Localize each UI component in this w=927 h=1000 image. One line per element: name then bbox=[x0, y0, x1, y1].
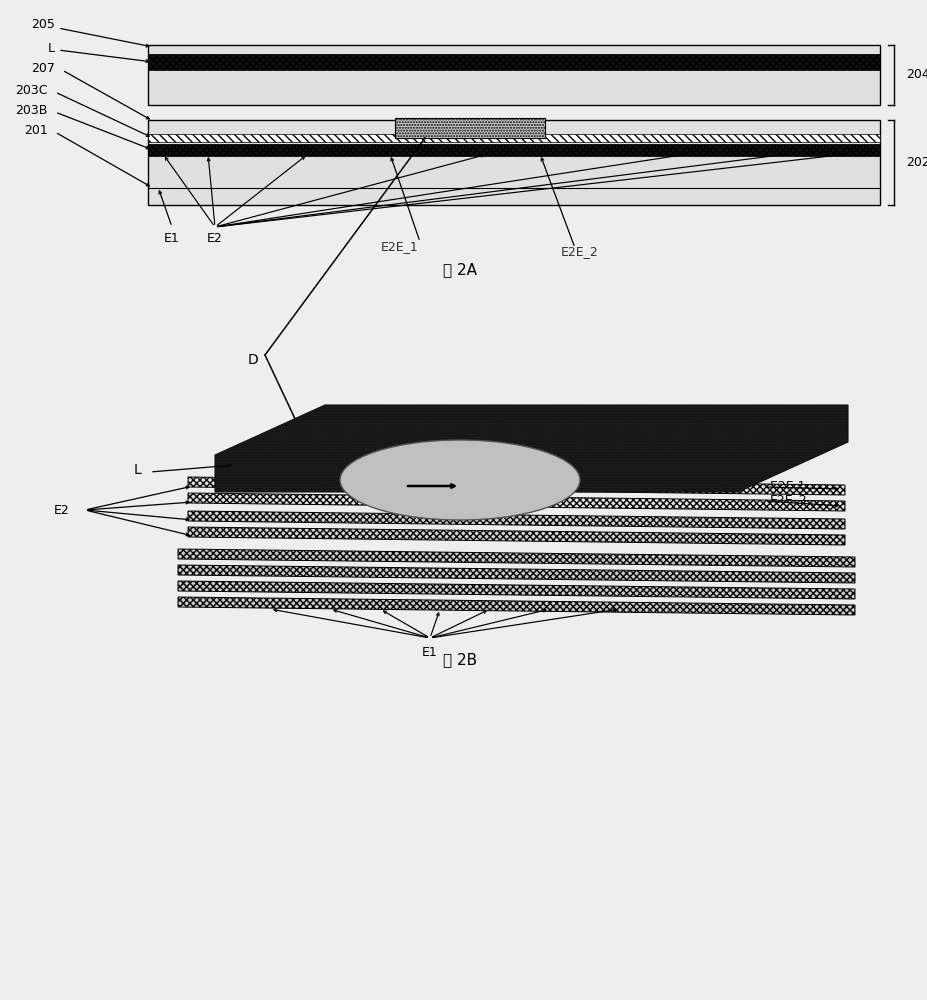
Text: +: + bbox=[383, 485, 393, 495]
Text: E2: E2 bbox=[207, 232, 222, 245]
Text: -: - bbox=[476, 487, 480, 497]
Text: 204: 204 bbox=[906, 68, 927, 82]
Text: 201: 201 bbox=[24, 123, 48, 136]
Text: 图 2B: 图 2B bbox=[443, 652, 477, 668]
Text: 205: 205 bbox=[32, 18, 55, 31]
Polygon shape bbox=[188, 493, 845, 511]
Polygon shape bbox=[178, 581, 855, 599]
Bar bbox=[148, 144, 880, 156]
Text: E2E_2: E2E_2 bbox=[561, 245, 599, 258]
Polygon shape bbox=[178, 597, 855, 615]
Text: -: - bbox=[466, 463, 470, 473]
Text: +: + bbox=[490, 471, 500, 481]
Bar bbox=[148, 120, 880, 205]
Text: E2E_2: E2E_2 bbox=[770, 493, 807, 506]
Text: -: - bbox=[386, 475, 390, 485]
Ellipse shape bbox=[340, 440, 580, 520]
Bar bbox=[148, 134, 880, 142]
Text: +: + bbox=[443, 485, 452, 495]
Polygon shape bbox=[178, 549, 855, 567]
Polygon shape bbox=[215, 405, 848, 492]
Text: E2: E2 bbox=[55, 504, 70, 516]
Polygon shape bbox=[188, 477, 845, 495]
Bar bbox=[148, 45, 880, 105]
Polygon shape bbox=[188, 511, 845, 529]
Text: E1: E1 bbox=[164, 232, 180, 245]
Text: +: + bbox=[411, 463, 420, 473]
Bar bbox=[395, 118, 545, 138]
Text: L: L bbox=[134, 463, 142, 477]
Bar bbox=[148, 54, 880, 70]
Text: E1: E1 bbox=[422, 646, 438, 658]
Polygon shape bbox=[178, 565, 855, 583]
Text: D: D bbox=[248, 353, 259, 367]
Text: E2E_1: E2E_1 bbox=[381, 240, 419, 253]
Polygon shape bbox=[188, 527, 845, 545]
Text: +: + bbox=[438, 471, 448, 481]
Text: L: L bbox=[48, 41, 55, 54]
Text: 202: 202 bbox=[906, 156, 927, 169]
Text: E2E 1: E2E 1 bbox=[770, 480, 806, 492]
Text: 203C: 203C bbox=[16, 84, 48, 97]
Text: 203B: 203B bbox=[16, 104, 48, 116]
Text: 图 2A: 图 2A bbox=[443, 262, 477, 277]
Text: +: + bbox=[355, 465, 364, 475]
Text: 207: 207 bbox=[32, 62, 55, 75]
